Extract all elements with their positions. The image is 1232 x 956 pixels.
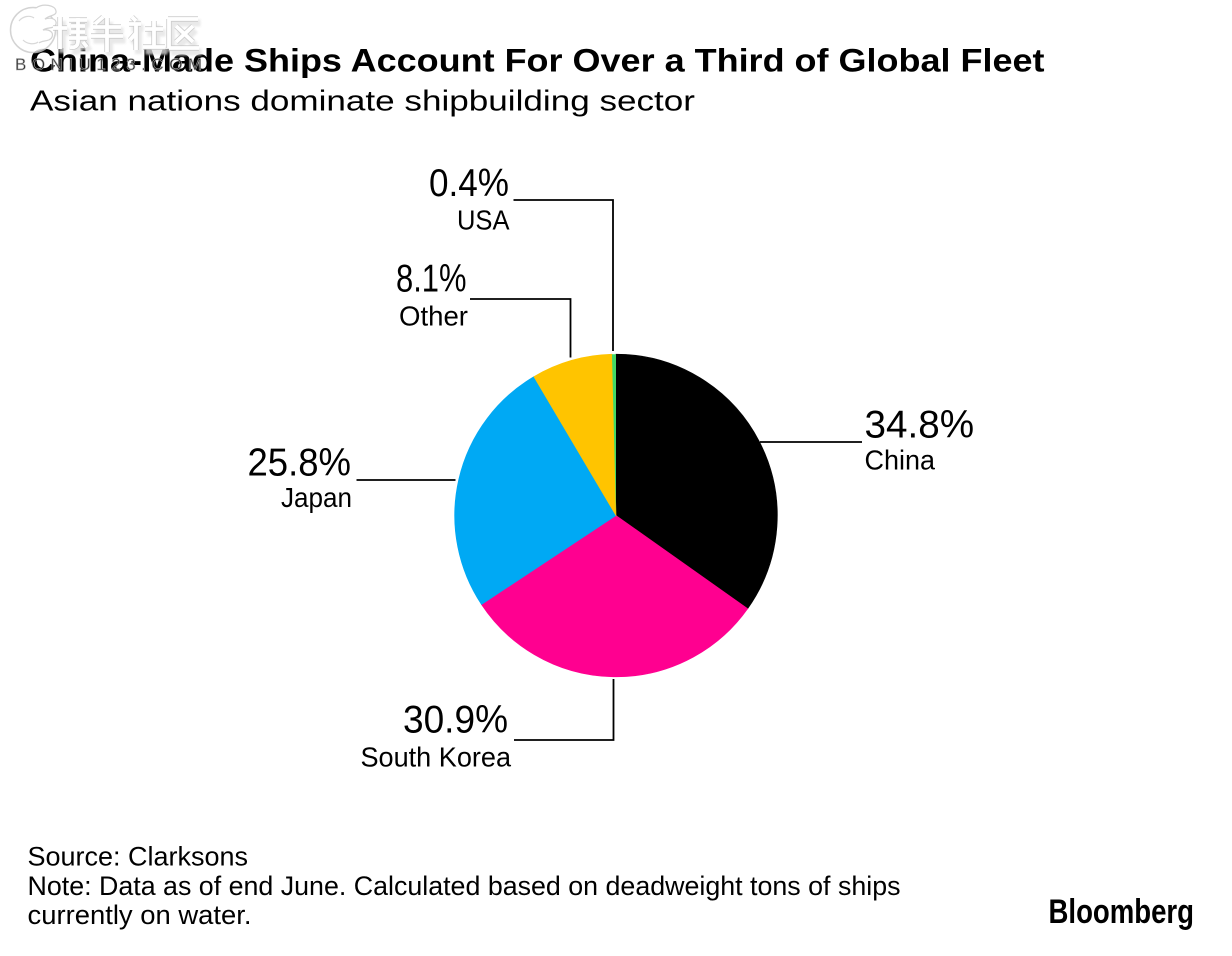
svg-text:Japan: Japan <box>281 482 352 513</box>
svg-text:South Korea: South Korea <box>361 742 512 773</box>
svg-text:Other: Other <box>399 301 468 332</box>
svg-text:Bloomberg: Bloomberg <box>1049 893 1195 931</box>
svg-text:Note: Data as of end June. Cal: Note: Data as of end June. Calculated ba… <box>28 871 901 901</box>
svg-text:currently on water.: currently on water. <box>28 900 252 930</box>
svg-text:Asian nations dominate shipbui: Asian nations dominate shipbuilding sect… <box>30 86 695 118</box>
svg-text:25.8%: 25.8% <box>248 442 352 485</box>
svg-text:8.1%: 8.1% <box>396 258 467 301</box>
svg-text:30.9%: 30.9% <box>403 699 508 742</box>
svg-text:BONIU123.COM: BONIU123.COM <box>15 55 208 74</box>
svg-text:USA: USA <box>457 205 510 236</box>
svg-text:34.8%: 34.8% <box>865 404 975 447</box>
svg-text:Source: Clarksons: Source: Clarksons <box>28 842 249 872</box>
svg-text:0.4%: 0.4% <box>429 162 509 205</box>
svg-text:China: China <box>865 445 936 476</box>
